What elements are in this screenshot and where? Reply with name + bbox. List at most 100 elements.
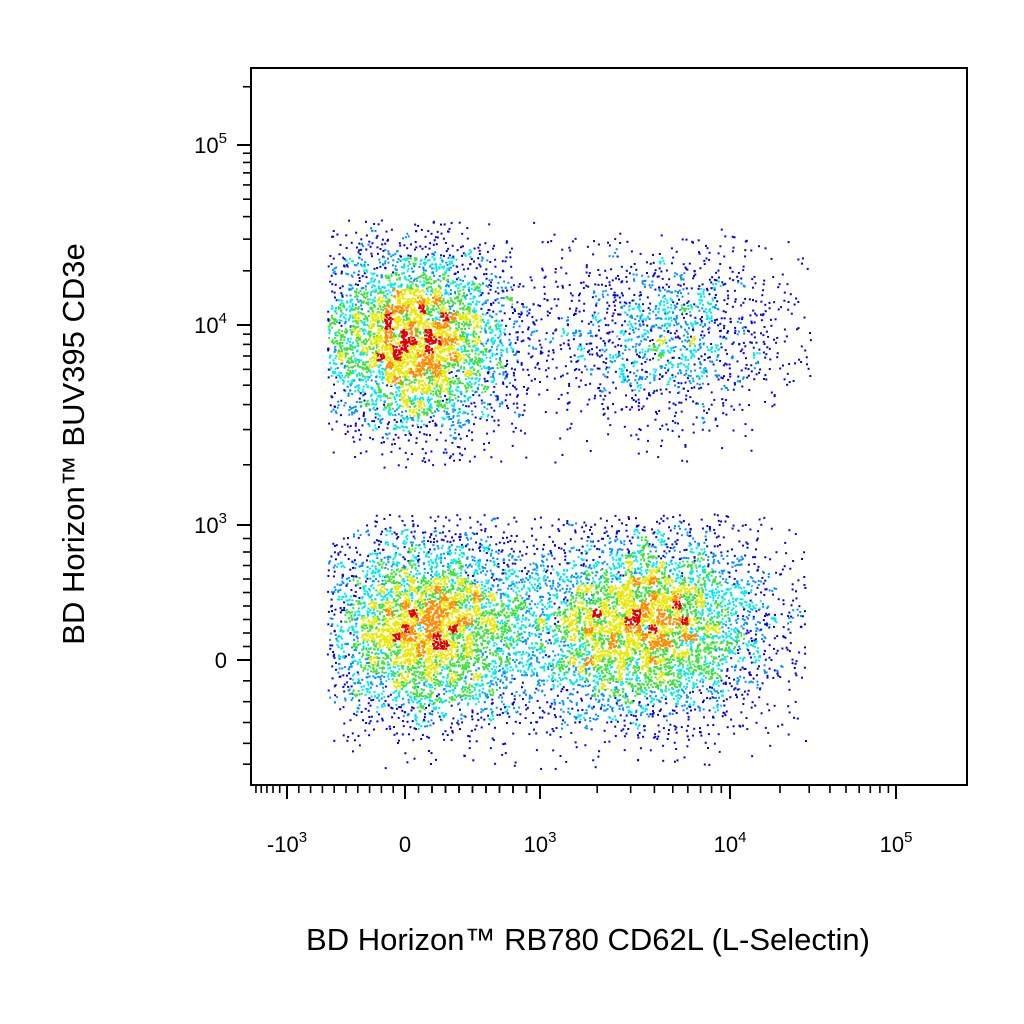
event-point [351, 346, 354, 349]
event-point [371, 388, 374, 391]
event-point [445, 411, 448, 414]
event-point [385, 367, 388, 370]
event-point [469, 263, 472, 266]
event-point [521, 578, 524, 581]
event-point [388, 421, 390, 424]
event-point [446, 335, 448, 337]
event-point [383, 466, 386, 469]
event-point [465, 360, 468, 363]
event-point [421, 358, 424, 361]
event-point [376, 352, 379, 355]
event-point [487, 403, 490, 406]
event-point [491, 353, 494, 356]
event-point [417, 643, 420, 646]
event-point [497, 292, 500, 295]
event-point [478, 243, 481, 246]
event-point [386, 310, 388, 313]
event-point [388, 355, 391, 358]
event-point [509, 666, 512, 669]
event-point [395, 305, 398, 308]
event-point [343, 306, 346, 309]
event-point [370, 291, 373, 293]
event-point [506, 363, 509, 366]
event-point [444, 312, 447, 315]
event-point [381, 418, 384, 421]
event-point [510, 286, 513, 289]
event-point [444, 332, 447, 335]
event-point [397, 337, 400, 340]
event-point [481, 292, 484, 295]
event-point [388, 298, 390, 301]
event-point [356, 410, 359, 413]
event-point [412, 352, 415, 355]
event-point [468, 353, 471, 356]
event-point [447, 368, 450, 371]
event-point [448, 363, 451, 366]
event-point [378, 296, 381, 299]
event-point [430, 263, 433, 266]
event-point [464, 349, 467, 352]
event-point [397, 385, 400, 388]
event-point [443, 364, 446, 367]
event-point [422, 322, 425, 325]
event-point [464, 625, 467, 628]
event-point [389, 330, 392, 333]
event-point [432, 383, 434, 386]
event-point [334, 340, 337, 343]
event-point [335, 342, 338, 345]
event-point [408, 257, 411, 260]
event-point [383, 337, 386, 339]
event-point [440, 371, 443, 373]
event-point [419, 280, 422, 283]
event-point [380, 315, 383, 318]
event-point [441, 342, 444, 345]
event-point [382, 339, 385, 342]
event-point [481, 626, 484, 629]
event-point [462, 311, 465, 314]
event-point [385, 304, 388, 307]
event-point [453, 698, 456, 701]
event-point [417, 385, 420, 388]
event-point [447, 321, 450, 324]
event-point [435, 438, 438, 441]
event-point [393, 376, 396, 379]
event-point [428, 352, 431, 354]
event-point [398, 389, 401, 392]
event-point [476, 314, 478, 317]
event-point [371, 277, 374, 280]
event-point [381, 347, 384, 350]
event-point [375, 350, 378, 353]
event-point [468, 286, 471, 289]
event-point [445, 309, 448, 311]
event-point [379, 340, 382, 343]
event-point [352, 325, 355, 328]
event-point [505, 240, 508, 243]
event-point [340, 302, 343, 305]
event-point [464, 411, 467, 414]
event-point [375, 290, 377, 293]
event-point [437, 328, 440, 331]
event-point [336, 367, 339, 369]
event-point [374, 602, 377, 605]
event-point [410, 284, 413, 287]
event-point [454, 629, 457, 632]
event-point [453, 334, 456, 337]
event-point [369, 589, 371, 592]
event-point [493, 244, 496, 247]
event-point [456, 421, 459, 424]
event-point [347, 357, 350, 360]
event-point [420, 258, 423, 261]
event-point [407, 417, 409, 420]
event-point [333, 405, 336, 408]
event-point [358, 429, 360, 432]
event-point [414, 376, 417, 379]
event-point [428, 375, 430, 378]
event-point [399, 368, 402, 371]
event-point [506, 297, 509, 300]
event-point [340, 319, 343, 322]
event-point [424, 363, 426, 366]
event-point [469, 297, 472, 300]
event-point [440, 389, 443, 392]
event-point [502, 382, 505, 385]
event-point [331, 307, 334, 310]
